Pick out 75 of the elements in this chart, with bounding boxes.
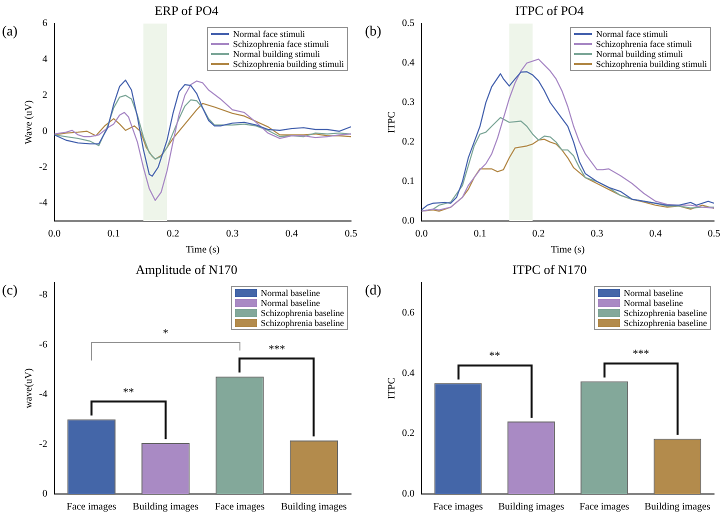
annotation: *** bbox=[268, 344, 286, 356]
y-tick-label: -4 bbox=[38, 389, 48, 400]
y-tick-label: 0.0 bbox=[402, 488, 414, 500]
chart-title: ERP of PO4 bbox=[154, 3, 219, 18]
y-axis-title: wave(uV) bbox=[24, 368, 35, 408]
y-tick-label: 0.4 bbox=[402, 58, 414, 69]
legend-label: Schizophrenia face stimuli bbox=[233, 38, 329, 49]
annotation: ** bbox=[489, 350, 500, 362]
chart-title: ITPC of N170 bbox=[512, 262, 587, 278]
y-axis-title: ITPC bbox=[386, 377, 398, 400]
x-tick-label: Face images bbox=[214, 502, 265, 513]
x-tick-label: 0.3 bbox=[590, 228, 604, 240]
x-tick-label: Face images bbox=[579, 502, 630, 513]
y-tick-label: 0.6 bbox=[402, 307, 414, 318]
x-tick-label: Building images bbox=[132, 502, 199, 513]
x-tick-label: Building images bbox=[280, 502, 347, 513]
x-tick-label: 0.5 bbox=[708, 228, 720, 240]
x-axis-title: Time (s) bbox=[550, 244, 585, 256]
y-tick-label: 0.5 bbox=[402, 18, 414, 30]
legend-label: Normal building stimuli bbox=[596, 48, 683, 59]
y-tick-label: 0.4 bbox=[402, 368, 414, 379]
legend-label: Schizophrenia baseline bbox=[260, 308, 344, 318]
y-tick-label: 6 bbox=[42, 18, 48, 30]
legend-label: Normal baseline bbox=[624, 298, 683, 308]
legend-label: Schizophrenia baseline bbox=[624, 308, 707, 318]
text: (a) bbox=[2, 24, 18, 40]
legend-label: Normal baseline bbox=[260, 298, 320, 308]
x-tick-label: 0.2 bbox=[532, 228, 545, 240]
y-tick-label: -2 bbox=[38, 162, 48, 173]
x-tick-label: 0.5 bbox=[344, 228, 358, 240]
legend-label: Normal building stimuli bbox=[233, 48, 320, 59]
legend-label: Schizophrenia baseline bbox=[260, 318, 344, 328]
x-tick-label: 0.0 bbox=[415, 228, 428, 240]
y-axis-title: Wave (uV) bbox=[24, 100, 35, 144]
y-tick-label: 0.2 bbox=[402, 136, 414, 148]
y-axis-title: ITPC bbox=[386, 111, 398, 134]
y-tick-label: 0 bbox=[42, 126, 48, 137]
y-tick-label: 2 bbox=[42, 90, 48, 102]
x-tick-label: Building images bbox=[498, 502, 564, 513]
x-tick-label: 0.1 bbox=[107, 228, 120, 240]
x-tick-label: 0.4 bbox=[285, 228, 298, 240]
legend-label: Normal baseline bbox=[260, 288, 320, 298]
legend-label: Schizophrenia baseline bbox=[624, 318, 707, 328]
text: (c) bbox=[2, 283, 18, 298]
y-tick-label: 0.1 bbox=[402, 176, 414, 188]
y-tick-label: -2 bbox=[38, 438, 48, 450]
x-axis-title: Time (s) bbox=[186, 244, 220, 256]
y-tick-label: 0 bbox=[42, 488, 48, 500]
x-tick-label: 0.3 bbox=[226, 228, 239, 240]
x-tick-label: Face images bbox=[66, 502, 116, 513]
y-tick-label: 0.3 bbox=[402, 97, 414, 108]
legend-label: Schizophrenia building stimuli bbox=[596, 58, 707, 69]
y-tick-label: -4 bbox=[38, 198, 48, 209]
y-tick-label: 0.2 bbox=[402, 428, 414, 440]
chart-title: ITPC of PO4 bbox=[515, 3, 584, 18]
chart-title: Amplitude of N170 bbox=[136, 262, 238, 278]
x-tick-label: 0.4 bbox=[649, 228, 662, 240]
legend-label: Normal face stimuli bbox=[233, 28, 305, 39]
x-tick-label: Face images bbox=[433, 502, 484, 513]
y-tick-label: -6 bbox=[38, 339, 48, 350]
y-tick-label: -8 bbox=[38, 290, 48, 301]
annotation: ** bbox=[123, 386, 134, 398]
annotation: *** bbox=[632, 348, 650, 360]
x-tick-label: Building images bbox=[644, 502, 710, 513]
legend-label: Schizophrenia building stimuli bbox=[233, 58, 344, 69]
annotation: * bbox=[162, 328, 168, 340]
legend-label: Normal face stimuli bbox=[596, 28, 668, 39]
legend-label: Normal baseline bbox=[624, 288, 683, 298]
legend-label: Schizophrenia face stimuli bbox=[596, 38, 692, 49]
text: (d) bbox=[365, 283, 382, 298]
x-tick-label: 0.1 bbox=[474, 228, 486, 240]
y-tick-label: 0.0 bbox=[402, 216, 414, 227]
x-tick-label: 0.2 bbox=[166, 228, 180, 240]
text: (b) bbox=[365, 24, 382, 40]
y-tick-label: 4 bbox=[42, 54, 48, 66]
